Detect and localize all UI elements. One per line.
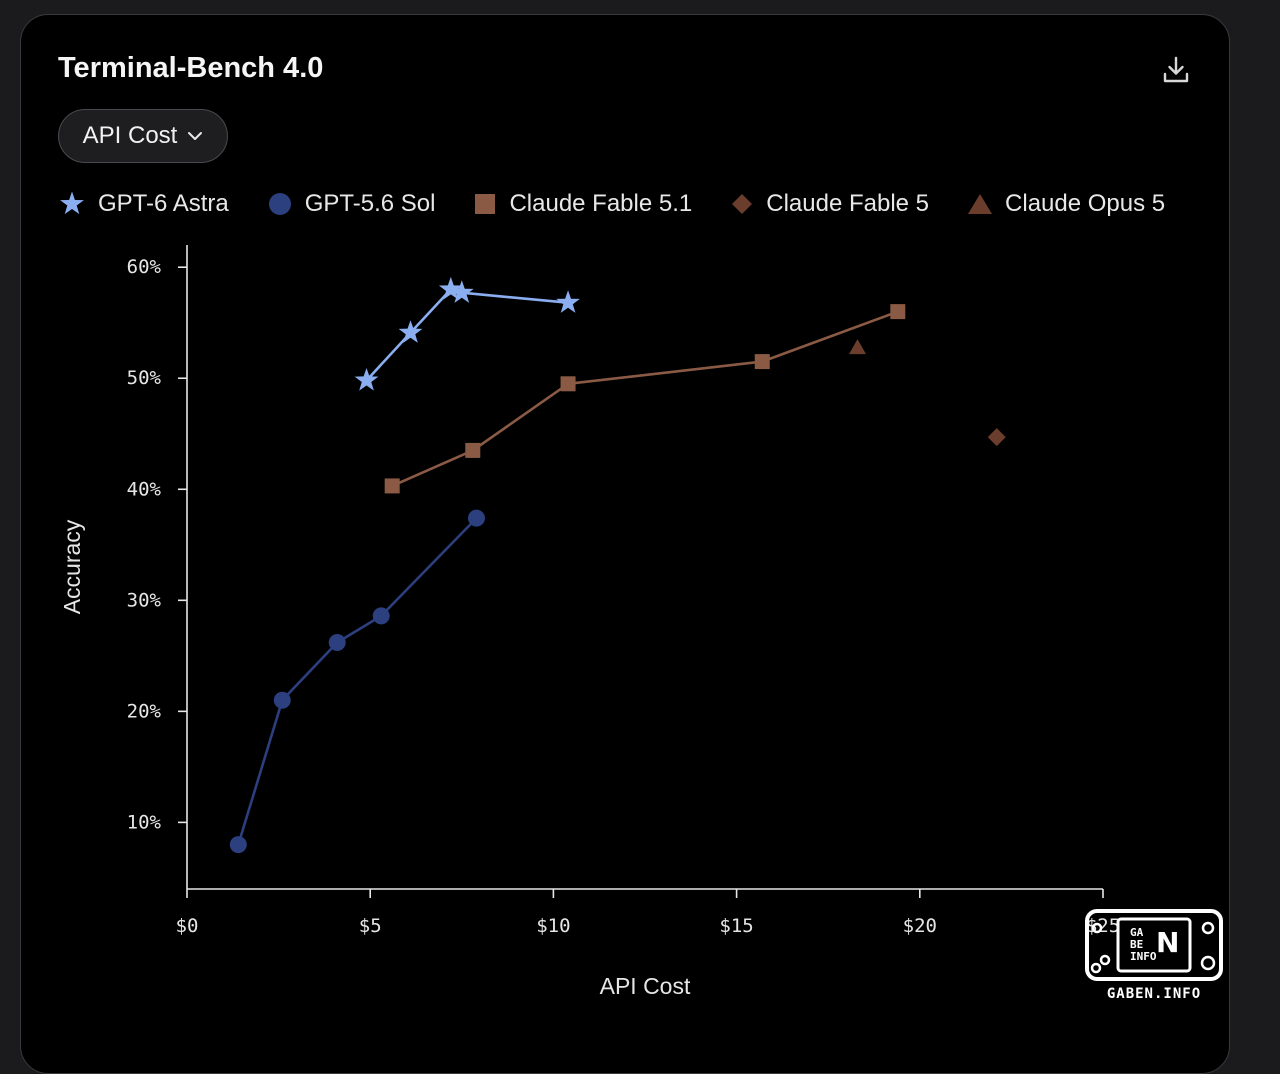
data-point-gpt-5-6-sol-2 [328,634,346,652]
legend-label: GPT-6 Astra [98,190,229,217]
y-tick-label: 10% [127,811,162,833]
x-tick-label: $5 [359,915,382,937]
data-point-claude-fable-5-0 [987,428,1006,447]
x-tick-label: $10 [536,915,570,937]
metric-dropdown-label: API Cost [82,122,178,149]
download-icon[interactable] [1160,54,1192,86]
series-line-gpt-5-6-sol [237,517,478,845]
watermark-text: GABEN.INFO [1106,986,1202,1002]
legend-item-claude-fable-51[interactable]: Claude Fable 5.1 [473,190,692,218]
data-point-gpt-5-6-sol-4 [467,509,485,527]
star-marker-icon [60,191,84,215]
data-point-gpt-6-astra-2 [438,276,463,300]
data-point-gpt-5-6-sol-0 [229,836,247,854]
y-tick-label: 60% [127,256,162,278]
svg-text:INFO: INFO [1130,950,1157,963]
circle-marker-icon [268,193,291,215]
legend-item-gpt6-astra[interactable]: GPT-6 Astra [58,190,229,218]
legend-label: Claude Fable 5 [766,190,930,217]
svg-text:GA: GA [1130,926,1144,939]
x-tick-label: $20 [903,915,937,937]
triangle-marker-icon [968,194,993,214]
data-point-gpt-5-6-sol-1 [273,691,291,709]
data-point-claude-fable-5-1-2 [560,376,576,392]
legend-label: GPT-5.6 Sol [304,190,436,217]
legend-item-claude-fable-5[interactable]: Claude Fable 5 [730,190,929,218]
svg-text:BE: BE [1130,938,1143,951]
data-point-gpt-6-astra-0 [354,367,379,391]
x-tick-label: $0 [176,915,199,937]
data-point-claude-fable-5-1-4 [890,304,906,320]
chart-title: Terminal-Bench 4.0 [58,52,324,84]
metric-dropdown[interactable]: API Cost [58,109,228,163]
watermark: GA BE INFO N GABEN.INFO [1084,908,1224,1004]
legend-item-claude-opus-5[interactable]: Claude Opus 5 [967,190,1165,218]
x-axis-title: API Cost [600,973,691,999]
y-tick-label: 30% [127,589,162,611]
watermark-logo-icon: GA BE INFO N [1085,909,1223,981]
data-point-gpt-6-astra-4 [556,290,580,313]
data-point-claude-opus-5-0 [849,339,867,355]
data-point-gpt-6-astra-1 [398,320,423,343]
chart-card [20,14,1230,1074]
series-line-gpt-6-astra [365,288,569,382]
data-point-claude-fable-5-1-3 [754,354,770,370]
square-marker-icon [475,194,496,214]
chart-legend: GPT-6 Astra GPT-5.6 Sol Claude Fable 5.1… [58,186,1165,222]
diamond-marker-icon [732,194,753,214]
series-line-claude-fable-5-1 [391,310,899,488]
legend-item-gpt56-sol[interactable]: GPT-5.6 Sol [267,190,436,218]
data-point-claude-fable-5-1-0 [384,478,400,494]
y-tick-label: 40% [127,478,162,500]
x-tick-label: $15 [719,915,753,937]
svg-text:N: N [1156,926,1179,959]
chevron-down-icon [188,132,203,140]
y-tick-label: 20% [127,700,162,722]
data-point-gpt-6-astra-3 [449,280,474,303]
y-tick-label: 50% [127,367,162,389]
data-point-gpt-5-6-sol-3 [372,607,390,625]
y-axis-title: Accuracy [59,519,85,614]
legend-label: Claude Opus 5 [1005,190,1166,217]
legend-label: Claude Fable 5.1 [509,190,693,217]
data-point-claude-fable-5-1-1 [465,442,481,458]
